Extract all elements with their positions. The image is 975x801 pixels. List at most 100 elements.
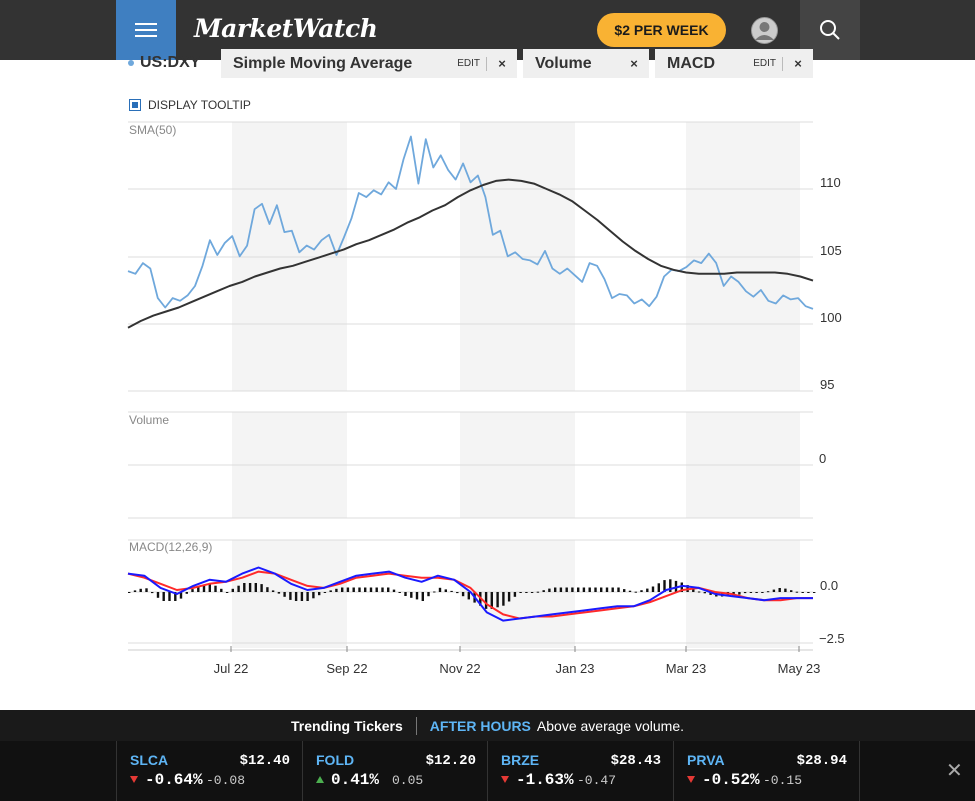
macd-histogram-bar	[398, 592, 401, 593]
macd-histogram-bar	[634, 591, 637, 593]
macd-histogram-bar	[565, 587, 568, 592]
macd-histogram-bar	[306, 592, 309, 601]
ticker-price: $28.94	[796, 753, 847, 769]
macd-histogram-bar	[611, 587, 614, 592]
study-edit-button[interactable]: EDIT	[753, 58, 776, 69]
study-remove-button[interactable]: ×	[498, 56, 506, 71]
macd-histogram-bar	[513, 592, 517, 597]
display-tooltip-toggle[interactable]: DISPLAY TOOLTIP	[129, 98, 251, 112]
macd-histogram-bar	[197, 586, 200, 592]
macd-histogram-bar	[496, 592, 499, 608]
macd-histogram-bar	[755, 592, 758, 593]
macd-histogram-bar	[179, 592, 183, 599]
macd-histogram-bar	[456, 592, 459, 594]
ticker-symbol[interactable]: BRZE	[501, 752, 540, 768]
y-tick-label: 105	[820, 243, 842, 258]
ticker-percent-change: -0.52%	[702, 771, 760, 789]
macd-histogram-bar	[709, 592, 712, 595]
macd-histogram-bar	[697, 591, 701, 593]
ticker-item-brze[interactable]: BRZE $28.43 -1.63% -0.47	[487, 741, 673, 801]
macd-histogram-bar	[461, 592, 465, 597]
ticker-symbol[interactable]: PRVA	[687, 752, 725, 768]
macd-histogram-bar	[191, 589, 194, 592]
macd-histogram-bar	[502, 592, 505, 606]
close-ticker-strip-button[interactable]: ✕	[946, 760, 963, 782]
macd-histogram-bar	[438, 587, 442, 592]
ticker-change: -0.15	[763, 773, 803, 788]
ticker-item-slca[interactable]: SLCA $12.40 -0.64% -0.08	[116, 741, 302, 801]
study-label: MACD	[667, 54, 715, 72]
macd-histogram-bar	[237, 585, 240, 592]
study-remove-button[interactable]: ×	[630, 56, 638, 71]
price-line	[127, 135, 814, 310]
macd-histogram-bar	[404, 592, 407, 596]
macd-histogram-bar	[536, 591, 540, 593]
macd-histogram-bar	[807, 592, 810, 593]
macd-histogram-bar	[628, 590, 632, 592]
macd-histogram-bar	[790, 590, 793, 592]
trending-title: Trending Tickers	[291, 717, 403, 734]
macd-histogram-bar	[582, 587, 586, 592]
ticker-item-fold[interactable]: FOLD $12.20 0.41% 0.05	[302, 741, 488, 801]
macd-histogram-bar	[784, 588, 787, 592]
macd-histogram-bar	[364, 587, 367, 592]
macd-histogram-bar	[260, 584, 263, 592]
macd-histogram-bar	[467, 592, 470, 600]
macd-histogram-bar	[507, 592, 511, 602]
x-tick-label: Jan 23	[555, 661, 594, 676]
macd-line	[127, 566, 813, 622]
y-tick-label: 95	[820, 377, 834, 392]
macd-histogram-bar	[594, 587, 597, 592]
macd-histogram-bar	[329, 590, 332, 592]
chart-symbol[interactable]: US:DXY	[128, 54, 200, 72]
shaded-period-bands	[232, 122, 800, 648]
trending-description: Above average volume.	[536, 717, 684, 734]
divider	[486, 56, 487, 71]
macd-histogram-bar	[766, 591, 770, 593]
macd-histogram-bar	[133, 590, 137, 592]
macd-histogram-bar	[623, 589, 626, 592]
macd-histogram-bar	[600, 587, 603, 592]
ticker-price: $12.20	[425, 753, 476, 769]
macd-histogram-bar	[421, 592, 424, 601]
arrow-up-icon	[316, 776, 324, 783]
menu-button[interactable]	[116, 0, 176, 60]
ticker-price: $28.43	[610, 753, 661, 769]
macd-histogram-bar	[577, 587, 580, 592]
macd-histogram-bar	[761, 592, 764, 593]
macd-histogram-bar	[657, 583, 660, 592]
macd-histogram-bar	[640, 590, 643, 592]
marketwatch-logo[interactable]: MarketWatch	[194, 14, 378, 43]
macd-histogram-bar	[312, 592, 315, 599]
ticker-symbol[interactable]: FOLD	[316, 752, 355, 768]
study-edit-button[interactable]: EDIT	[457, 58, 480, 69]
macd-histogram-bar	[548, 588, 551, 592]
ticker-percent-change: -0.64%	[145, 771, 203, 789]
macd-histogram-bar	[128, 592, 131, 593]
macd-histogram-bar	[254, 583, 257, 592]
macd-histogram-bar	[387, 587, 390, 592]
macd-histogram-bar	[248, 583, 252, 592]
macd-histogram-bar	[369, 587, 373, 592]
price-chart[interactable]: 110 105 100 95 SMA(50) Volume 0 MACD(12,26,9) 0.…	[0, 110, 975, 685]
macd-histogram-bar	[231, 588, 234, 592]
subscribe-button[interactable]: $2 PER WEEK	[597, 13, 726, 47]
macd-histogram-bar	[208, 583, 211, 592]
study-remove-button[interactable]: ×	[794, 56, 802, 71]
study-chip-macd: MACD EDIT ×	[655, 49, 813, 78]
x-tick-label: Mar 23	[666, 661, 706, 676]
ticker-change: 0.05	[392, 773, 424, 788]
macd-histogram-bar	[749, 592, 753, 593]
sma-line	[127, 178, 814, 329]
macd-histogram-bar	[519, 592, 522, 593]
macd-histogram-bar	[605, 587, 609, 592]
macd-histogram-bar	[588, 587, 591, 592]
macd-histogram-bar	[323, 592, 327, 593]
display-tooltip-label: DISPLAY TOOLTIP	[148, 98, 251, 112]
macd-histogram-bar	[530, 592, 534, 593]
ticker-symbol[interactable]: SLCA	[130, 752, 169, 768]
user-account-button[interactable]	[742, 8, 786, 52]
ticker-item-prva[interactable]: PRVA $28.94 -0.52% -0.15	[673, 741, 860, 801]
macd-histogram-bar	[300, 592, 304, 601]
ticker-change: -0.08	[206, 773, 246, 788]
